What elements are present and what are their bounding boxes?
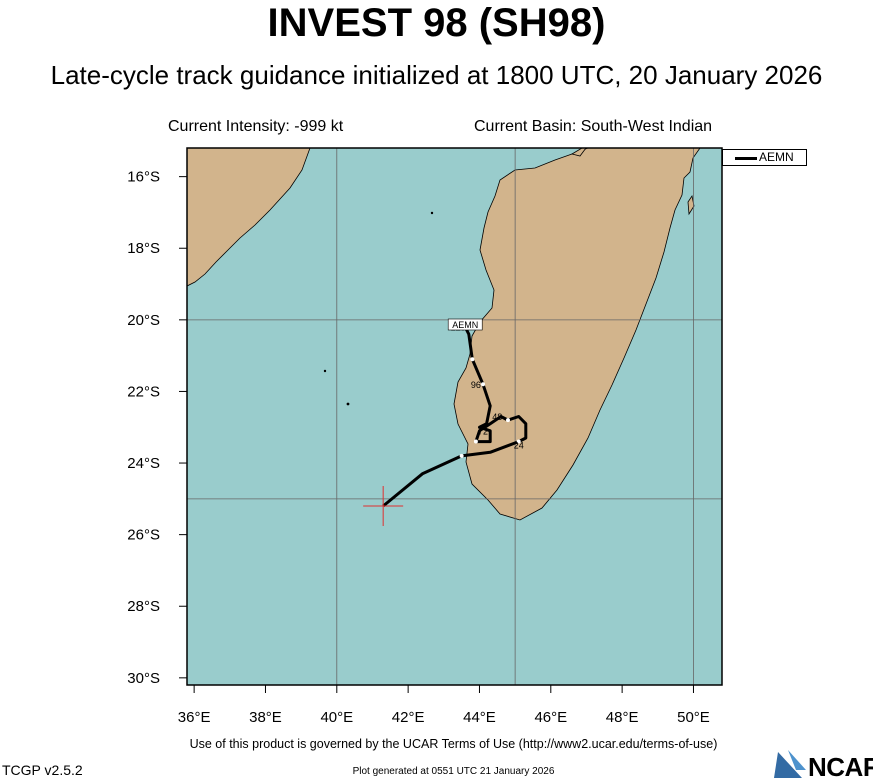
track-point [459, 453, 464, 458]
lat-tick-label: 28°S [127, 598, 160, 615]
lon-tick-label: 38°E [249, 709, 282, 726]
track-point [473, 439, 478, 444]
map-title: INVEST 98 (SH98) [267, 1, 606, 45]
map-subtitle: Late-cycle track guidance initialized at… [50, 60, 823, 90]
legend-line-aemn [735, 157, 757, 160]
legend: AEMN [722, 149, 807, 166]
lon-tick-label: 42°E [392, 709, 425, 726]
current-basin: Current Basin: South-West Indian [474, 118, 713, 135]
lon-tick-label: 40°E [320, 709, 353, 726]
europa-island [346, 402, 350, 406]
track-end-label: AEMN [452, 320, 478, 330]
forecast-hour-label: 72 [478, 426, 488, 436]
track-end-label-box [447, 318, 483, 331]
lat-tick-label: 24°S [127, 455, 160, 472]
version-label: TCGP v2.5.2 [2, 762, 83, 778]
forecast-hour-label: 24 [514, 441, 524, 451]
track-line [382, 326, 528, 508]
lat-tick-label: 26°S [127, 527, 160, 544]
lon-tick-label: 46°E [534, 709, 567, 726]
lat-tick-label: 16°S [127, 169, 160, 186]
small-island [430, 211, 434, 215]
generated-timestamp: Plot generated at 0551 UTC 21 January 20… [352, 766, 555, 777]
current-intensity: Current Intensity: -999 kt [168, 118, 344, 135]
ncar-logo [774, 750, 806, 778]
forecast-hour-label: 48 [492, 412, 502, 422]
madagascar-north-tip [570, 148, 587, 157]
lat-tick-label: 22°S [127, 383, 160, 400]
lat-tick-label: 18°S [127, 240, 160, 257]
map-frame [186, 147, 723, 686]
lat-tick-label: 30°S [127, 670, 160, 687]
aemn-track: 24487296120AEMN [363, 318, 528, 526]
track-point [506, 418, 510, 423]
reunion-fragment [687, 194, 695, 216]
lat-tick-label: 20°S [127, 312, 160, 329]
terms-of-use: Use of this product is governed by the U… [189, 737, 718, 751]
lon-tick-label: 44°E [463, 709, 496, 726]
forecast-hour-label: 96 [471, 380, 481, 390]
africa-landmass [187, 148, 311, 287]
track-point [470, 357, 475, 362]
track-point [481, 382, 486, 387]
legend-label-aemn: AEMN [759, 150, 794, 164]
small-island [323, 369, 327, 373]
lon-tick-label: 50°E [677, 709, 710, 726]
lat-axis: 16°S 18°S 20°S 22°S 24°S 26°S 28°S 30°S [127, 169, 187, 687]
lon-tick-label: 48°E [606, 709, 639, 726]
track-point [516, 439, 521, 444]
lon-tick-label: 36°E [178, 709, 211, 726]
ncar-logo-text: NCAR [808, 752, 873, 782]
lon-axis: 36°E 38°E 40°E 42°E 44°E 46°E 48°E 50°E [178, 685, 710, 726]
